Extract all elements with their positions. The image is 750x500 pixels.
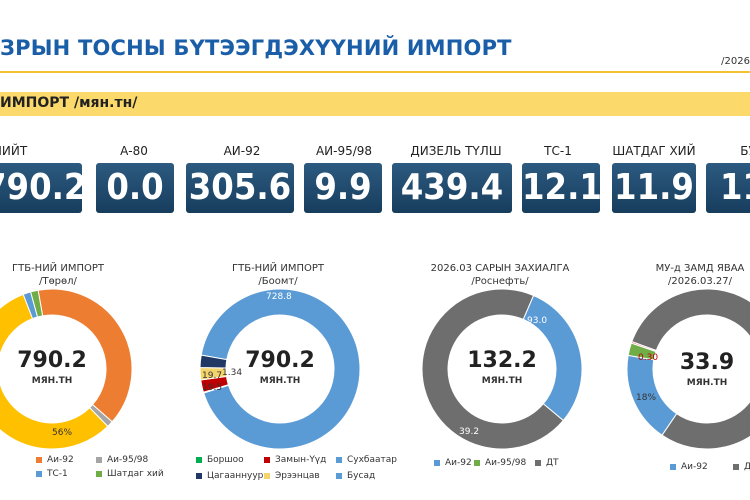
kpi-value-total: 790.2 [0,163,82,213]
chart-3-slice-label-ai92: 39.2 [459,427,480,437]
chart-4-slice-3 [630,340,657,353]
chart-2-legend-tsagaannuur: Цагааннуур [196,471,263,481]
chart-3-legend-ai92: Аи-92 [434,458,472,468]
chart-3-legend-ai95: Аи-95/98 [474,458,526,468]
kpi-label-ts1: ТС-1 [544,144,572,158]
chart-2-slice-0 [200,288,361,450]
chart-1-donut [0,288,133,450]
kpi-value-diesel: 439.4 [392,163,512,213]
kpi-label-lpg: ШАТДАГ ХИЙ [612,144,696,158]
title-divider [0,71,750,73]
kpi-value-other: 11 [706,163,750,213]
chart-1-title: ГТБ-НИЙ ИМПОРТ/Төрөл/ [12,263,104,287]
section-header: ИМПОРТ /мян.тн/ [0,92,750,116]
chart-2-title: ГТБ-НИЙ ИМПОРТ/Боомт/ [232,263,324,287]
chart-2-slice-4 [199,354,228,369]
kpi-value-ai92: 305.6 [186,163,294,213]
chart-1-slice-4 [30,289,44,318]
chart-4-center-value: 33.9 [679,350,735,375]
chart-3-donut [421,288,583,450]
chart-3-slice-0 [421,288,564,450]
chart-2-center-unit: МЯН.ТН [259,376,301,386]
kpi-value-a80: 0.0 [96,163,174,213]
kpi-label-total: НИЙТ [0,144,28,158]
date-label: /2026 [721,56,750,67]
chart-1-legend-ai95: Аи-95/98 [96,455,148,465]
chart-1-center-value: 790.2 [17,348,87,373]
chart-2-slice-label-suhbaatar: 728.8 [266,292,292,302]
chart-3-center-unit: МЯН.ТН [481,376,523,386]
chart-2-donut [199,288,361,450]
chart-1-legend-lpg: Шатдаг хий [96,469,164,479]
chart-2-slice-label-19-7: 19.7 [202,371,223,381]
chart-1-legend-ai92: Аи-92 [36,455,74,465]
chart-2-legend-zamyn-uud: Замын-Үүд [264,455,326,465]
chart-1-legend-ts1: ТС-1 [36,469,68,479]
kpi-label-other: БУ [740,144,750,158]
chart-4-slice-label-030: 0.30 [638,353,659,363]
chart-2-legend-ereentsav: Эрээнцав [264,471,320,481]
chart-1-slice-0 [37,288,133,423]
page-title: ЗРЫН ТОСНЫ БҮТЭЭГДЭХҮҮНИЙ ИМПОРТ [0,36,512,60]
section-title: ИМПОРТ /мян.тн/ [0,95,138,111]
chart-2-legend-suhbaatar: Сухбаатар [336,455,397,465]
chart-4-legend-dt: Д [733,462,750,472]
chart-3-title: 2026.03 САРЫН ЗАХИАЛГА/Роснефть/ [430,263,570,287]
kpi-value-ai95: 9.9 [304,163,382,213]
chart-3-center-value: 132.2 [467,348,537,373]
chart-2-center-value: 790.2 [245,348,315,373]
kpi-label-diesel: ДИЗЕЛЬ ТҮЛШ [410,144,502,158]
chart-4-title: МУ-д ЗАМД ЯВАА/2026.03.27/ [655,263,745,287]
chart-4-slice-label-18: 18% [636,393,657,403]
kpi-label-ai95: АИ-95/98 [315,144,373,158]
chart-3-slice-1 [522,294,583,422]
chart-4-slice-0 [631,288,750,450]
chart-1-center-unit: МЯН.ТН [31,376,73,386]
kpi-label-a80: А-80 [120,144,148,158]
chart-2-slice-label-19-5: 19.5 [202,383,223,393]
chart-4-legend-ai92: Аи-92 [670,462,708,472]
chart-1-slice-label-dt: 56% [52,428,73,438]
chart-4-donut [626,288,750,450]
chart-2-slice-label-1-34: 1.34 [222,368,243,378]
kpi-label-ai92: АИ-92 [223,144,261,158]
chart-3-slice-label-dt: 93.0 [527,316,548,326]
chart-2-legend-busad: Бусад [336,471,375,481]
kpi-value-lpg: 11.9 [612,163,696,213]
chart-3-legend-dt: ДТ [535,458,559,468]
chart-2-legend-borshoo: Боршоо [196,455,244,465]
chart-4-center-unit: МЯН.ТН [686,378,728,388]
kpi-value-ts1: 12.1 [522,163,600,213]
chart-1-slice-2 [0,293,109,450]
